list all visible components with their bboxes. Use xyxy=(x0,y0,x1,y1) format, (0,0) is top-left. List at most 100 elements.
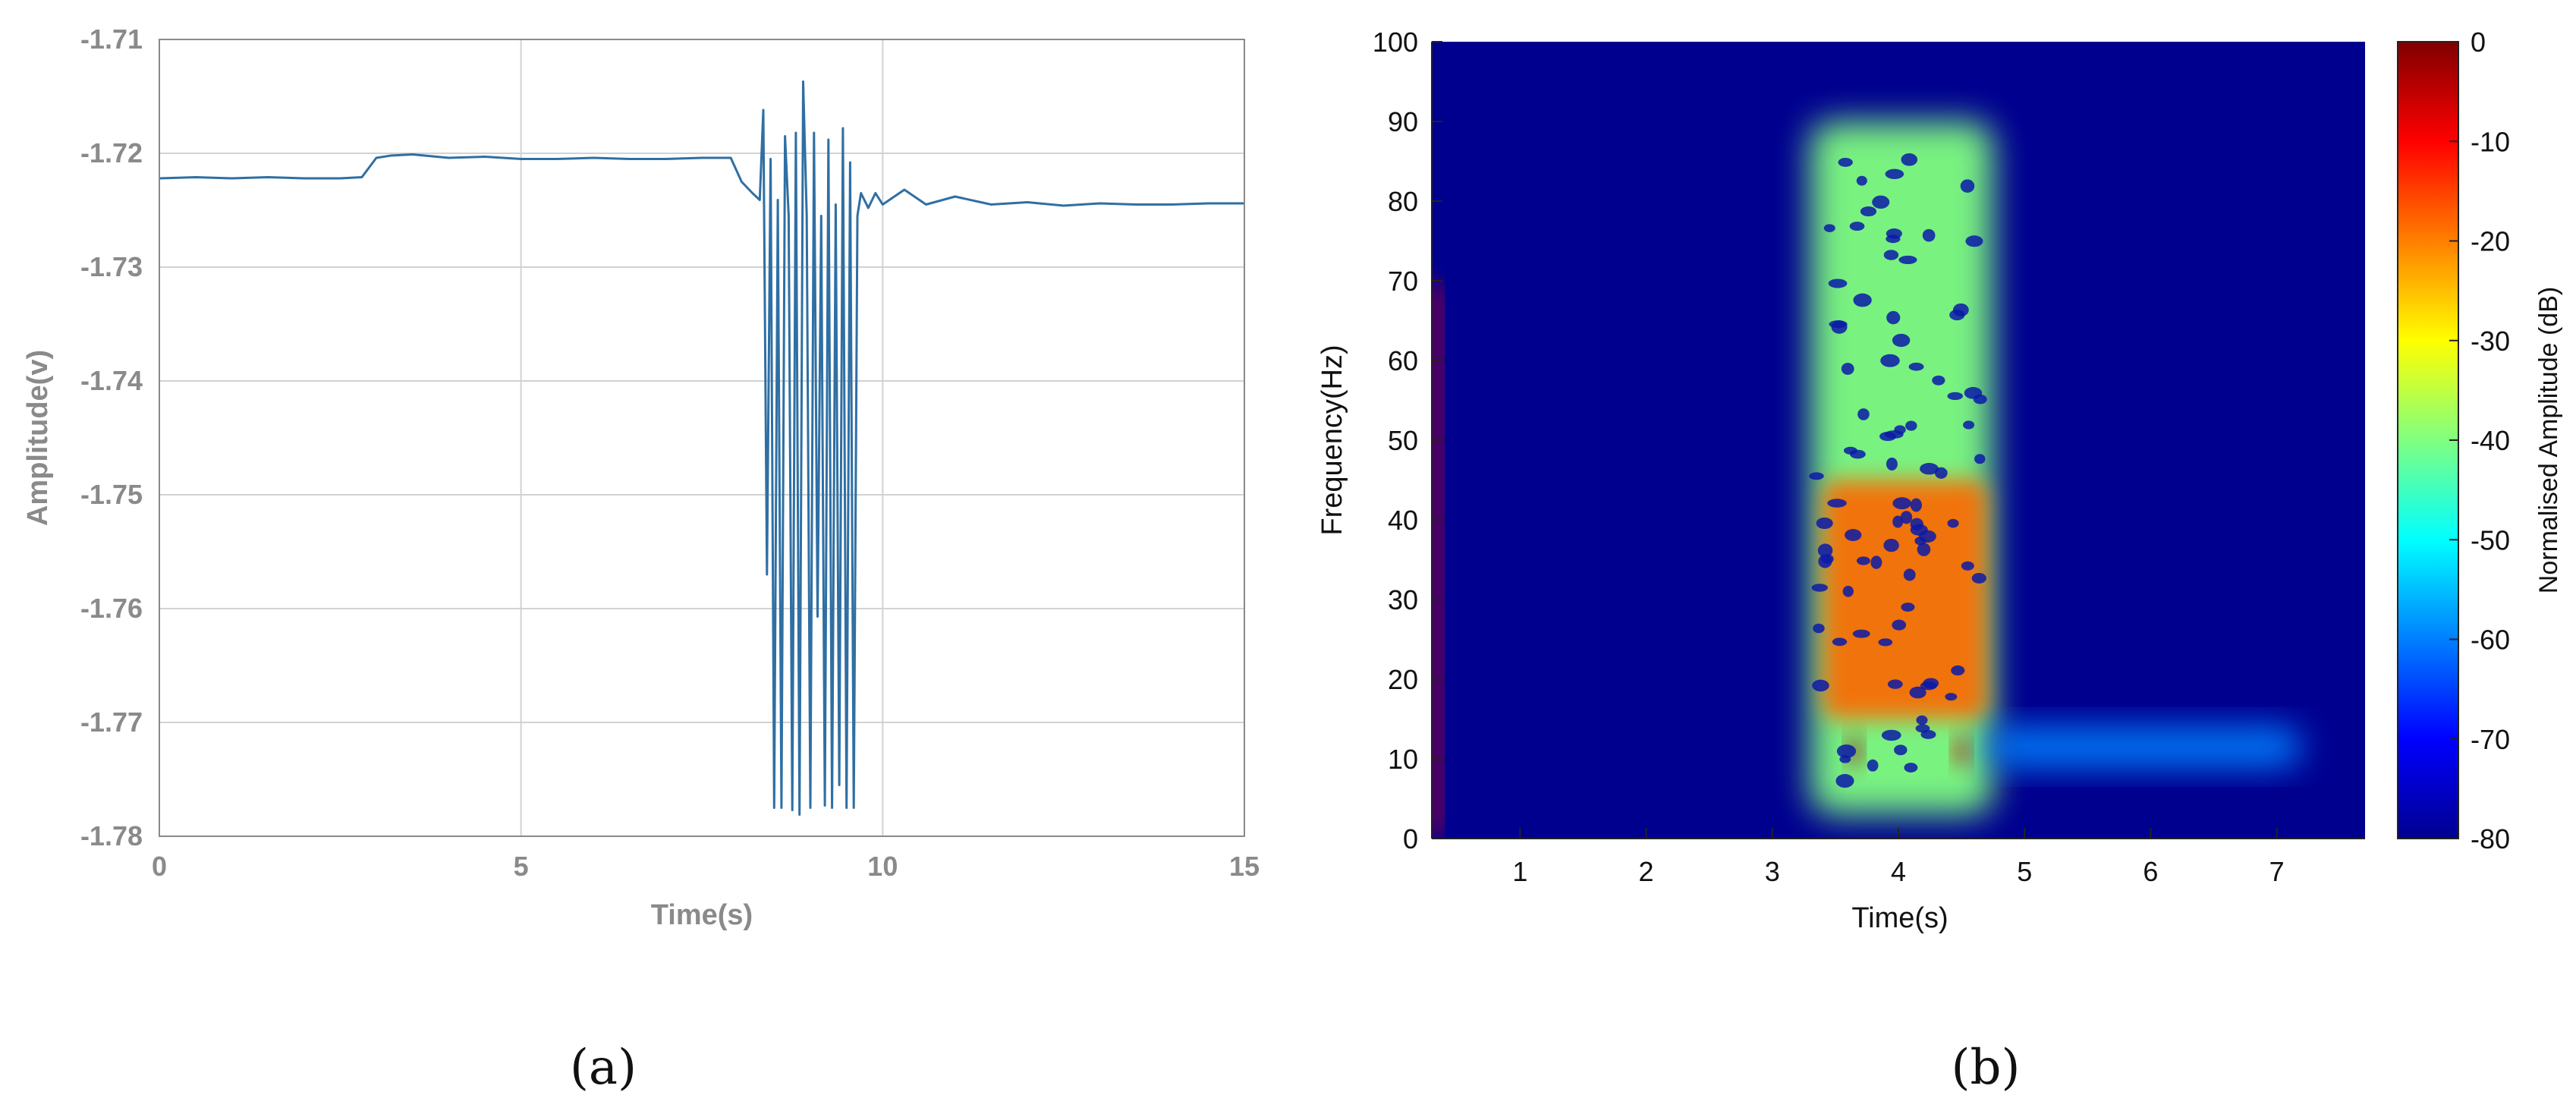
spectrogram-speckle-dot xyxy=(1881,729,1901,741)
spectrogram-speckle-dot xyxy=(1932,375,1945,385)
spectrogram-speckle-dot xyxy=(1817,543,1833,558)
colorbar-tick-label: -10 xyxy=(2471,126,2510,157)
signal-series-line xyxy=(159,80,1244,816)
plot-b-y-ticks: 0 10 20 30 40 50 60 70 80 90 100 xyxy=(1373,27,2365,854)
energy-region xyxy=(1823,480,1987,719)
colorbar-ticks: 0 -10 -20 -30 -40 -50 -60 -70 -80 xyxy=(2449,27,2510,854)
x-tick-label-b: 3 xyxy=(1765,856,1780,887)
spectrogram-speckle-dot xyxy=(1922,228,1936,242)
spectrogram-energy xyxy=(1432,121,2302,839)
spectrogram-speckle-dot xyxy=(1892,515,1904,528)
y-tick-label-a: -1.73 xyxy=(80,251,143,282)
spectrogram-speckle-dot xyxy=(1960,179,1975,193)
spectrogram-speckle-dot xyxy=(1827,499,1847,508)
x-tick-label-b: 4 xyxy=(1891,856,1906,887)
spectrogram-speckle-dot xyxy=(1880,354,1900,367)
colorbar-tick-label: -30 xyxy=(2471,326,2510,357)
spectrogram-speckle-dot xyxy=(1892,497,1911,510)
spectrogram-speckle-dot xyxy=(1894,744,1908,756)
colorbar-tick-label: -60 xyxy=(2471,625,2510,656)
y-tick-label-b: 80 xyxy=(1388,186,1418,217)
spectrogram-speckle-dot xyxy=(1961,561,1974,571)
spectrogram-speckle-dot xyxy=(1849,222,1865,231)
y-tick-label-b: 10 xyxy=(1388,744,1418,775)
spectrogram-speckle-dot xyxy=(1900,511,1913,524)
spectrogram-speckle-dot xyxy=(1952,303,1969,317)
spectrogram-speckle-dot xyxy=(1870,555,1882,569)
spectrogram-speckle-dot xyxy=(1887,679,1903,689)
spectrogram-speckle-dot xyxy=(1885,168,1904,179)
y-tick-label-b: 50 xyxy=(1388,425,1418,456)
spectrogram-speckle-dot xyxy=(1811,584,1828,592)
spectrogram-speckle-dot xyxy=(1842,585,1854,597)
energy-region xyxy=(1432,281,1441,839)
spectrogram-speckle-dot xyxy=(1883,250,1899,260)
spectrogram-speckle-dot xyxy=(1905,420,1917,431)
plot-a-background xyxy=(159,39,1244,836)
x-tick-label-b: 6 xyxy=(2143,856,2158,887)
energy-region xyxy=(1955,735,1968,767)
spectrogram-speckle-dot xyxy=(1831,320,1848,334)
spectrogram-speckle-dot xyxy=(1908,362,1924,371)
spectrogram-speckle-dot xyxy=(1886,310,1901,325)
panel-a-line-chart: 0 5 10 15 -1.78-1.77-1.76-1.75-1.74-1.73-1.… xyxy=(22,24,1260,931)
spectrogram-speckle-dot xyxy=(1965,235,1983,247)
spectrogram-speckle-dot xyxy=(1852,629,1870,638)
spectrogram-speckle-dot xyxy=(1945,693,1958,701)
spectrogram-speckle-dot xyxy=(1920,681,1937,691)
y-tick-label-b: 100 xyxy=(1373,27,1418,58)
plot-a-series-area xyxy=(159,80,1244,816)
spectrogram-speckle-dot xyxy=(1886,234,1901,244)
spectrogram-speckle-dot xyxy=(1917,543,1931,556)
spectrogram-speckle-dot xyxy=(1909,686,1926,699)
y-tick-label-b: 90 xyxy=(1388,106,1418,137)
y-tick-label-b: 60 xyxy=(1388,345,1418,376)
spectrogram-speckle-dot xyxy=(1903,568,1916,581)
y-tick-label-b: 20 xyxy=(1388,664,1418,695)
spectrogram-speckle-dot xyxy=(1872,195,1890,209)
spectrogram-speckle-dot xyxy=(1920,463,1939,475)
spectrogram-speckle-dot xyxy=(1963,420,1975,430)
spectrogram-speckle-dot xyxy=(1850,449,1866,459)
x-axis-label-b: Time(s) xyxy=(1851,902,1948,934)
spectrogram-speckle-dot xyxy=(1883,538,1899,552)
spectrogram-speckle-dot xyxy=(1860,206,1877,217)
colorbar-tick-label: 0 xyxy=(2471,27,2486,58)
spectrogram-speckle-dot xyxy=(1973,394,1987,404)
y-tick-label-a: -1.78 xyxy=(80,820,143,851)
spectrogram-speckle-dot xyxy=(1898,255,1917,264)
spectrogram-speckle-dot xyxy=(1856,175,1867,186)
spectrogram-speckle-dot xyxy=(1812,679,1829,692)
y-tick-label-a: -1.74 xyxy=(80,365,143,396)
plot-b-x-ticks: 1 2 3 4 5 6 7 xyxy=(1512,828,2285,887)
spectrogram-speckle-dot xyxy=(1838,157,1853,167)
spectrogram-speckle-dot xyxy=(1974,454,1986,464)
y-tick-label-a: -1.77 xyxy=(80,706,143,738)
spectrogram-speckle-dot xyxy=(1813,623,1825,634)
x-tick-label-b: 5 xyxy=(2017,856,2032,887)
plot-a-grid xyxy=(159,39,1244,836)
spectrogram-speckle-dot xyxy=(1892,619,1907,631)
spectrogram-speckle-dot xyxy=(1841,363,1854,376)
y-tick-label-a: -1.76 xyxy=(80,593,143,624)
y-tick-label-b: 70 xyxy=(1388,266,1418,297)
spectrogram-speckle-dot xyxy=(1857,408,1870,420)
plot-a-x-ticks: 0 5 10 15 xyxy=(152,851,1260,882)
spectrogram-speckle-dot xyxy=(1823,224,1835,232)
y-tick-label-b: 40 xyxy=(1388,505,1418,536)
plot-a-frame xyxy=(159,39,1245,837)
spectrogram-speckle-dot xyxy=(1901,153,1918,166)
panel-b-caption: (b) xyxy=(1952,1040,2021,1096)
x-tick-label-a: 0 xyxy=(152,851,167,882)
plot-a-y-ticks: -1.78 -1.77 -1.76 -1.75 -1.74 -1.73 -1.72 -1.71 xyxy=(80,24,143,851)
panel-b-spectrogram: 1 2 3 4 5 6 7 0 10 20 30 40 50 60 70 80 90 100 Time(s) F… xyxy=(1316,27,2563,934)
spectrogram-speckle-dot xyxy=(1878,638,1893,647)
x-tick-label-b: 1 xyxy=(1512,856,1527,887)
spectrogram-speckle-dot xyxy=(1901,603,1915,612)
x-tick-label-a: 15 xyxy=(1229,851,1260,882)
spectrogram-speckle-dot xyxy=(1828,278,1848,288)
y-axis-label-b: Frequency(Hz) xyxy=(1316,345,1348,535)
spectrogram-speckle-dot xyxy=(1915,724,1930,733)
x-tick-label-b: 7 xyxy=(2269,856,2285,887)
